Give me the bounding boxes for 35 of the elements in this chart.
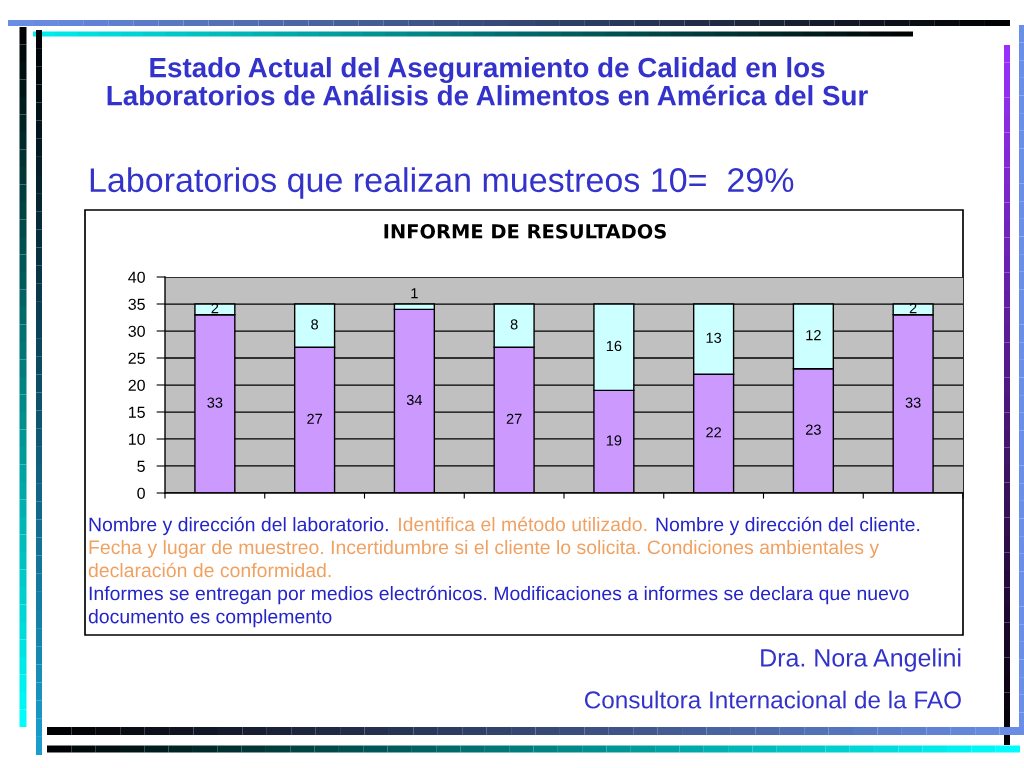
text: Dra. Nora Angelini (761, 648, 961, 672)
data-label: 16 (606, 340, 622, 352)
data-label: 27 (506, 413, 522, 424)
y-tick-label: 25 (128, 352, 145, 364)
text: Nombre y dirección del cliente. (656, 516, 920, 536)
chart-title: Estado Actual del Aseguramiento de Calidad en los Laboratorios de Análisis de Alimentos en América del Sur (107, 57, 868, 106)
data-label: 13 (706, 332, 722, 344)
y-tick-label: 10 (129, 433, 145, 445)
data-label: 1 (411, 288, 418, 299)
data-label: 27 (307, 413, 322, 424)
text: Informes se entregan por medios electrónicos. Modificaciones a informes se declara que nuevo documento es complemento (88, 585, 909, 628)
y-tick-label: 5 (137, 460, 145, 472)
data-label: 22 (706, 427, 721, 438)
chart-subtitle: Laboratorios que realizan muestreos 10= 29% (90, 167, 794, 199)
data-label: 12 (806, 329, 821, 341)
y-tick-label: 20 (128, 379, 145, 391)
y-tick-label: 0 (137, 487, 145, 499)
y-tick-label: 40 (128, 271, 145, 283)
y-tick-label: 30 (128, 325, 145, 337)
y-tick-label: 15 (129, 406, 145, 418)
data-label: 23 (806, 424, 821, 435)
text: INFORME DE RESULTADOS (384, 223, 666, 239)
data-label: 34 (406, 394, 423, 406)
text: Nombre y dirección del laboratorio. (89, 516, 388, 536)
data-label: 8 (510, 319, 518, 330)
data-label: 2 (909, 302, 917, 314)
data-label: 8 (311, 319, 319, 330)
text: Identifica el método utilizado. (399, 516, 647, 532)
data-label: 2 (211, 302, 219, 314)
data-label: 33 (905, 397, 921, 408)
data-label: 33 (207, 397, 223, 408)
text: Consultora Internacional de la FAO (584, 690, 961, 709)
text: Fecha y lugar de muestreo. Incertidumbre si el cliente lo solicita. Condiciones ambientales y declaración de conformidad. (88, 539, 880, 578)
data-label: 19 (606, 435, 622, 446)
y-tick-label: 35 (128, 298, 145, 310)
